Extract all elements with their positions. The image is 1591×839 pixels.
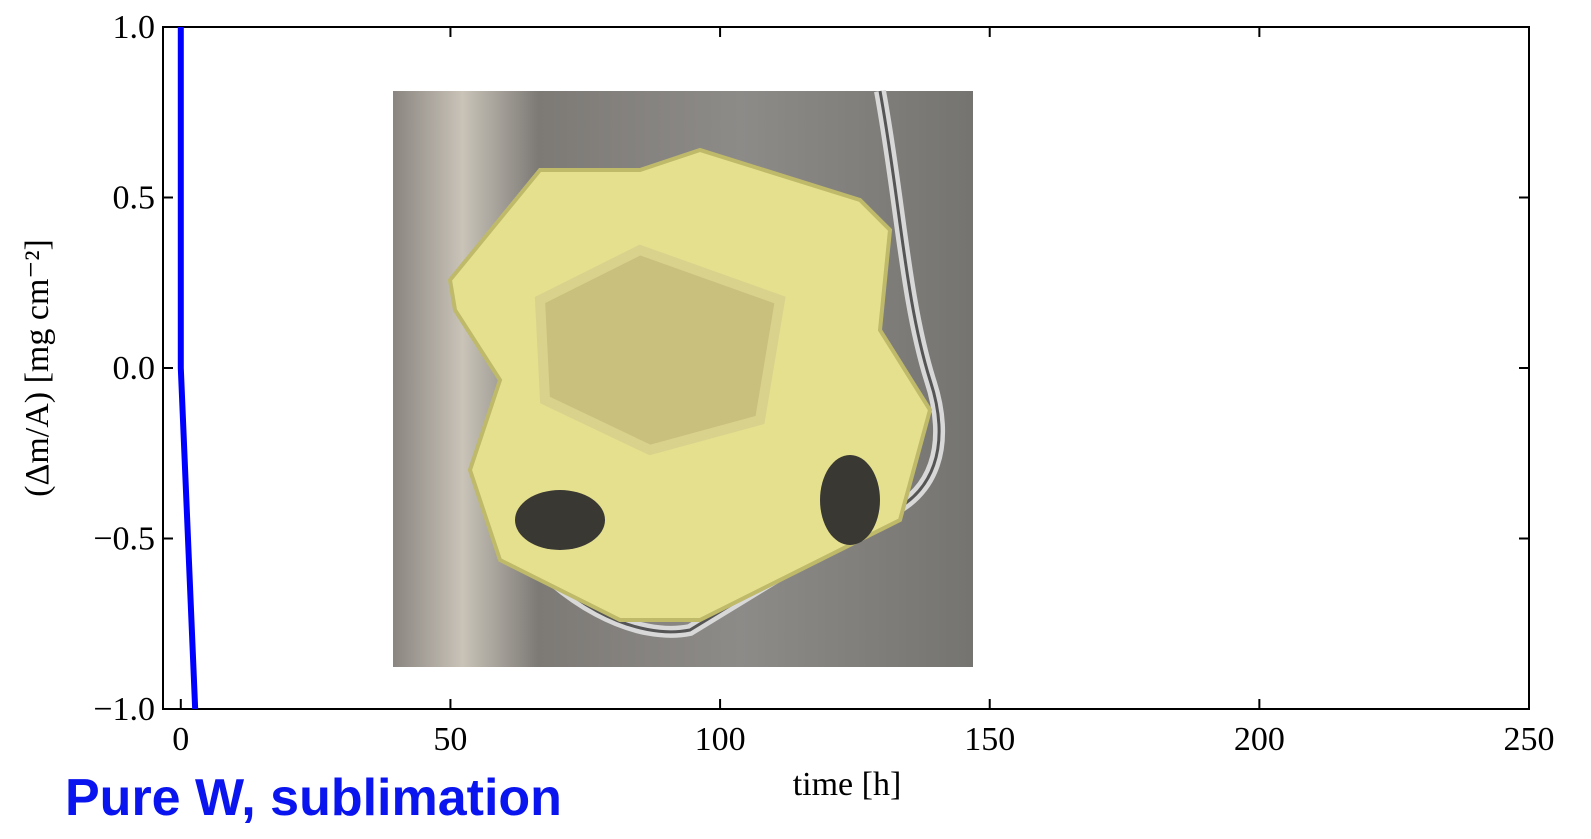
x-tick-label: 200 xyxy=(1234,721,1285,758)
y-tick-label: −0.5 xyxy=(93,521,155,558)
x-tick-label: 100 xyxy=(695,721,746,758)
x-axis-label: time [h] xyxy=(793,766,902,803)
annotation: Pure W, sublimation xyxy=(65,769,562,827)
y-axis-label: (Δm/A) [mg cm⁻²] xyxy=(19,239,56,497)
y-tick-label: −1.0 xyxy=(93,691,155,728)
y-tick-label: 0.0 xyxy=(113,350,156,387)
x-tick-label: 250 xyxy=(1504,721,1555,758)
chart: time [h] (Δm/A) [mg cm⁻²] Pure W, sublim… xyxy=(0,0,1591,839)
data-line xyxy=(181,10,196,726)
y-tick-label: 0.5 xyxy=(113,180,156,217)
x-tick-label: 150 xyxy=(964,721,1015,758)
x-tick-label: 0 xyxy=(172,721,189,758)
x-tick-label: 50 xyxy=(433,721,467,758)
y-tick-label: 1.0 xyxy=(113,9,156,46)
inset-photo xyxy=(393,91,973,667)
